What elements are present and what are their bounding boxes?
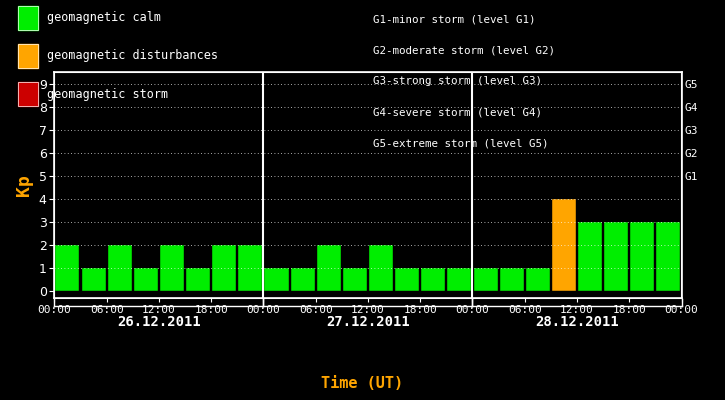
Text: 28.12.2011: 28.12.2011 [535,315,619,329]
Bar [317,245,341,291]
Bar [212,245,236,291]
Bar [552,199,576,291]
Bar [630,222,655,291]
Bar [369,245,393,291]
Text: G3-strong storm (level G3): G3-strong storm (level G3) [373,76,542,86]
Bar [160,245,184,291]
Text: 26.12.2011: 26.12.2011 [117,315,201,329]
Bar [81,268,106,291]
Text: 27.12.2011: 27.12.2011 [326,315,410,329]
Bar [108,245,132,291]
Bar [55,245,80,291]
Y-axis label: Kp: Kp [15,174,33,196]
Bar [526,268,550,291]
Bar [291,268,315,291]
Bar [656,222,681,291]
Text: G2-moderate storm (level G2): G2-moderate storm (level G2) [373,45,555,55]
Bar [447,268,471,291]
Bar [265,268,289,291]
Bar [395,268,419,291]
Bar [578,222,602,291]
Text: geomagnetic storm: geomagnetic storm [47,88,168,100]
Bar [473,268,497,291]
Text: geomagnetic calm: geomagnetic calm [47,12,161,24]
Bar [134,268,158,291]
Bar [186,268,210,291]
Bar [421,268,445,291]
Text: G5-extreme storm (level G5): G5-extreme storm (level G5) [373,139,549,149]
Text: G4-severe storm (level G4): G4-severe storm (level G4) [373,108,542,118]
Bar [239,245,262,291]
Text: G1-minor storm (level G1): G1-minor storm (level G1) [373,14,536,24]
Text: geomagnetic disturbances: geomagnetic disturbances [47,50,218,62]
Text: Time (UT): Time (UT) [321,376,404,392]
Bar [500,268,523,291]
Bar [343,268,367,291]
Bar [604,222,628,291]
